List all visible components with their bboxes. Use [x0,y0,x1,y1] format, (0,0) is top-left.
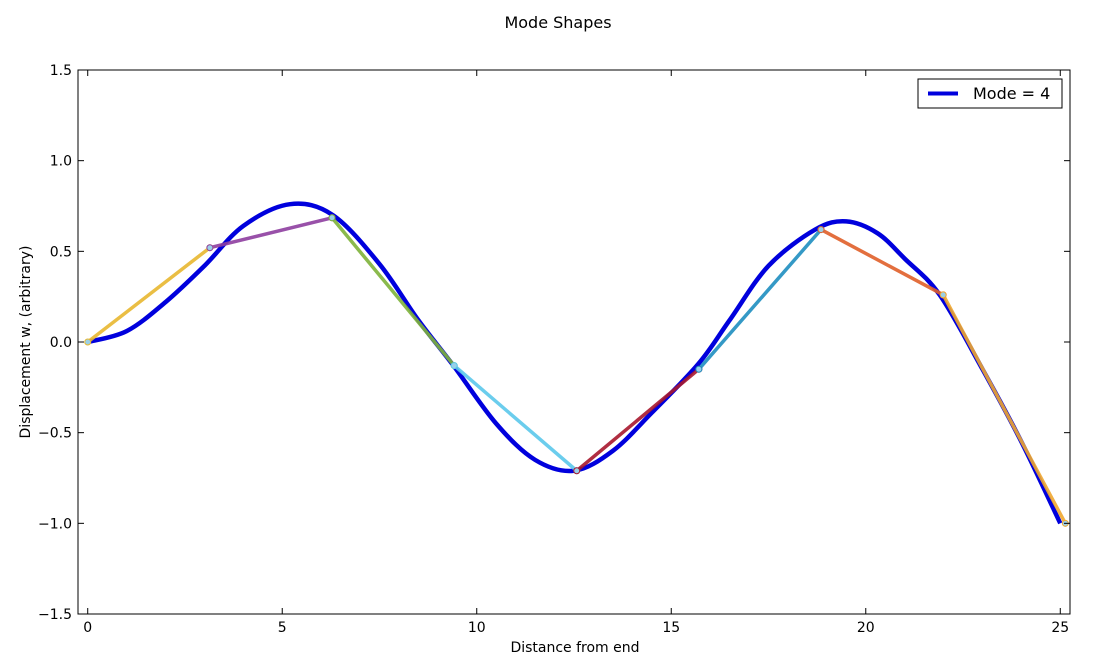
y-axis-label: Displacement w, (arbitrary) [18,246,34,439]
series-line-mode-4 [87,201,1063,525]
segment-line-4 [452,363,579,473]
x-tick-label: 5 [278,620,287,636]
legend: Mode = 4 [917,78,1063,109]
y-tick-label: −0.5 [38,426,72,442]
segment-line-8 [941,293,1068,526]
y-tick-label: −1.5 [38,607,72,623]
plot-area [77,69,1071,615]
y-tick-label: −1.0 [38,516,72,532]
x-tick-label: 10 [468,620,486,636]
segment-node [328,214,336,222]
chart-title: Mode Shapes [504,13,611,32]
series-layer [84,201,1069,527]
segment-line-2 [208,216,334,250]
segment-line-6 [697,227,823,371]
segment-line-5 [574,367,701,473]
segment-line-3 [330,216,456,368]
segment-node [450,362,458,370]
y-tick-label: 0.5 [50,244,72,260]
x-axis-label: Distance from end [510,640,639,656]
y-tick-label: 1.5 [50,63,72,79]
segment-node [695,365,703,373]
segment-node [817,226,825,234]
y-tick-label: 1.0 [50,154,72,170]
segment-line-1 [85,245,212,344]
segment-node [573,467,581,475]
legend-entry: Mode = 4 [973,84,1050,103]
segment-node [84,338,92,346]
segment-node [206,244,214,252]
plot-frame [77,69,1071,615]
y-tick-label: 0.0 [50,335,72,351]
segment-node [939,291,947,299]
x-tick-label: 15 [662,620,680,636]
x-tick-label: 0 [83,620,92,636]
x-tick-label: 25 [1051,620,1069,636]
x-axis: 0 5 10 15 20 25 [83,70,1069,636]
y-axis: 1.5 1.0 0.5 0.0 −0.5 −1.0 −1.5 [38,63,1070,623]
x-tick-label: 20 [857,620,875,636]
segment-line-7 [819,227,945,297]
